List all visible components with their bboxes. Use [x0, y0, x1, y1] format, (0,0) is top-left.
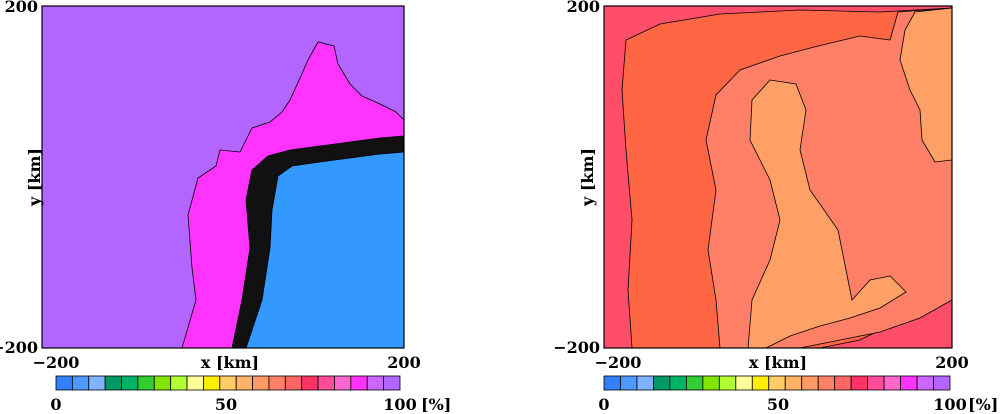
right-colorbar-swatch	[702, 375, 720, 391]
right-panel: 200 −200 y [km] −200 200 x [km]	[553, 0, 969, 372]
left-colorbar-swatch	[153, 375, 172, 391]
left-x-axis-label: x [km]	[201, 353, 259, 372]
left-plot-area	[42, 6, 404, 348]
right-colorbar-mid: 50	[767, 395, 789, 414]
right-colorbar-swatch	[834, 375, 852, 391]
left-colorbar-mid: 50	[215, 395, 237, 414]
right-colorbar-swatch	[801, 375, 819, 391]
left-colorbar-swatch	[284, 375, 303, 391]
left-colorbar-swatch	[235, 375, 253, 391]
left-colorbar-swatch	[137, 375, 155, 391]
right-x-tick-right: 200	[935, 353, 968, 372]
right-x-axis-label: x [km]	[749, 353, 807, 372]
left-panel: 200 −200 y [km] −200 200 x [km]	[0, 0, 421, 372]
right-colorbar-max: 100	[933, 395, 966, 414]
left-y-tick-top: 200	[5, 0, 38, 16]
left-colorbar-swatch	[350, 375, 368, 391]
right-region-core-upper	[899, 7, 952, 163]
right-colorbar-swatch	[933, 375, 951, 391]
left-colorbar-swatch	[55, 375, 73, 391]
right-y-axis-label: y [km]	[578, 148, 597, 207]
left-colorbar-swatch	[383, 375, 401, 391]
left-colorbar-swatch	[121, 375, 139, 391]
left-colorbar-swatch	[252, 375, 270, 391]
right-colorbar-swatch	[817, 375, 836, 391]
left-colorbar-swatch	[104, 375, 122, 391]
right-colorbar-swatch	[636, 375, 654, 391]
right-y-tick-top: 200	[567, 0, 600, 16]
right-region-core	[747, 79, 907, 348]
right-x-tick-left: −200	[595, 353, 642, 372]
left-x-tick-left: −200	[33, 353, 80, 372]
right-colorbar-swatch	[900, 375, 918, 391]
left-colorbar-swatch	[366, 375, 385, 391]
right-colorbar-swatch	[603, 375, 621, 391]
right-colorbar-swatch	[768, 375, 786, 391]
left-colorbar-swatch	[71, 375, 90, 391]
left-colorbar	[55, 375, 401, 391]
left-colorbar-swatch	[186, 375, 204, 391]
right-colorbar-swatch	[850, 375, 869, 391]
right-plot-area	[604, 6, 952, 348]
right-colorbar-swatch	[735, 375, 753, 391]
right-colorbar-unit: [%]	[968, 395, 998, 414]
left-region-lower	[245, 151, 404, 348]
left-colorbar-swatch	[301, 375, 319, 391]
right-colorbar-swatch	[883, 375, 901, 391]
right-colorbar-swatch	[669, 375, 687, 391]
right-colorbar-swatch	[916, 375, 934, 391]
left-y-tick-bottom: −200	[0, 338, 38, 357]
left-colorbar-swatch	[334, 375, 352, 391]
left-y-axis-label: y [km]	[25, 148, 44, 207]
right-colorbar-swatch	[867, 375, 885, 391]
left-x-tick-right: 200	[387, 353, 420, 372]
left-colorbar-swatch	[88, 375, 106, 391]
left-colorbar-unit: [%]	[421, 395, 451, 414]
right-plot-frame	[603, 5, 953, 349]
left-colorbar-swatch	[219, 375, 237, 391]
right-colorbar-min: 0	[598, 395, 609, 414]
left-colorbar-swatch	[203, 375, 221, 391]
right-colorbar-swatch	[685, 375, 704, 391]
right-y-tick-bottom: −200	[553, 338, 600, 357]
left-colorbar-min: 0	[50, 395, 61, 414]
left-colorbar-swatch	[170, 375, 188, 391]
right-colorbar-swatch	[718, 375, 737, 391]
right-colorbar	[603, 375, 951, 391]
right-colorbar-swatch	[653, 375, 671, 391]
left-colorbar-max: 100	[383, 395, 416, 414]
right-colorbar-swatch	[751, 375, 770, 391]
left-colorbar-swatch	[268, 375, 286, 391]
left-colorbar-swatch	[317, 375, 335, 391]
left-plot-frame	[41, 5, 405, 349]
right-colorbar-swatch	[784, 375, 803, 391]
right-colorbar-swatch	[620, 375, 638, 391]
